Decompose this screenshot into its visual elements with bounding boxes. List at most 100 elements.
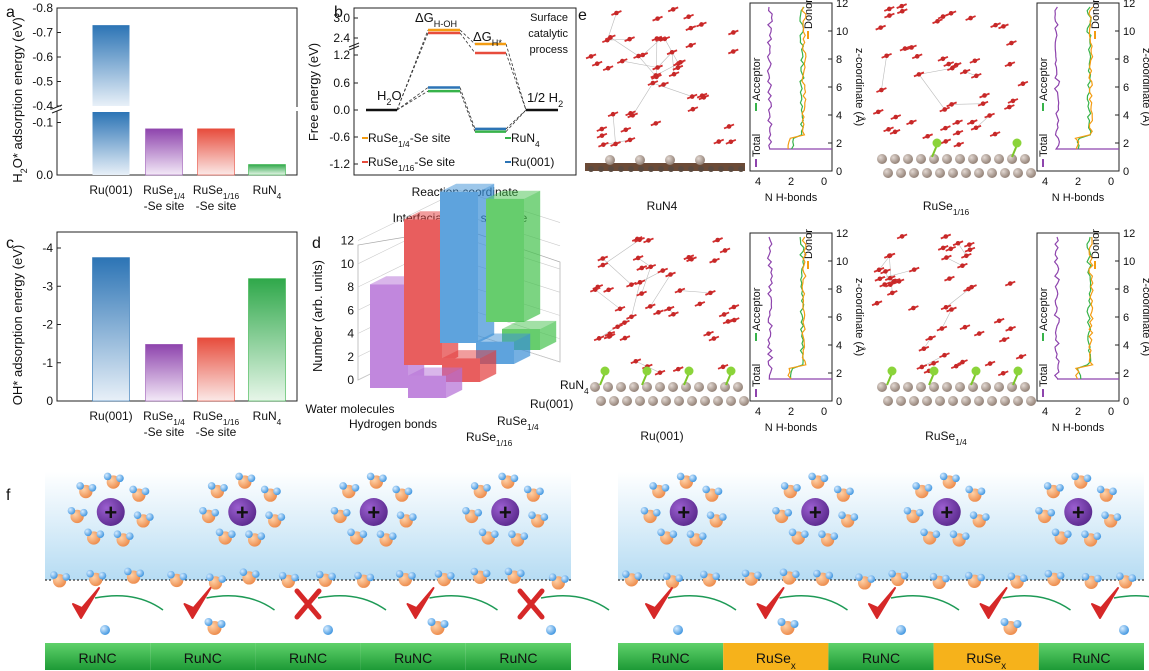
water-hydrogen <box>434 570 443 578</box>
ru-atom <box>916 382 926 392</box>
structure-label: RuSe1/4 <box>925 429 967 447</box>
water-hydrogen <box>1096 485 1105 494</box>
oxygen-atom <box>614 10 619 16</box>
water-hydrogen <box>523 485 532 494</box>
y-tick-label: 2 <box>347 350 354 364</box>
electrolyte <box>45 472 571 580</box>
ru-atom <box>1020 154 1030 164</box>
bar-side <box>480 350 497 382</box>
y-tick-label: 8 <box>1123 284 1129 296</box>
cation-symbol: + <box>236 500 249 525</box>
label-part: RuSe <box>925 429 955 443</box>
carbon-atom <box>658 166 664 172</box>
hbond-profile: 4 2 00 2 4 6 8 10 12 N H-bonds z-coordinate (Å) Tot… <box>749 0 866 204</box>
label-part: 1/16 <box>398 163 415 173</box>
water-hydrogen <box>199 506 207 515</box>
x-axis-label: N H-bonds <box>1052 192 1105 204</box>
water-hydrogen <box>79 508 88 517</box>
x-axis-label: N H-bonds <box>765 422 818 434</box>
legend-label: Donor <box>1090 229 1102 259</box>
oxygen-atom <box>637 237 642 243</box>
water-hydrogen <box>215 528 224 537</box>
row-label: Water molecules <box>306 402 395 416</box>
ru-atom <box>987 168 997 178</box>
water-hydrogen <box>649 482 657 490</box>
label-part: RuN <box>253 183 277 197</box>
bar-top <box>440 183 495 192</box>
oxygen-atom <box>658 36 663 42</box>
y-tick-label: 0 <box>46 394 53 408</box>
water-hydrogen <box>833 485 842 494</box>
water-hydrogen <box>351 483 360 492</box>
oxygen-atom <box>686 14 691 20</box>
x-tick-label: 2 <box>1075 406 1081 418</box>
oxygen-atom <box>689 94 695 99</box>
label-surface: catalytic <box>528 28 568 40</box>
water-hydrogen <box>427 618 436 626</box>
electrode-segment <box>255 643 361 670</box>
oxygen-atom <box>715 237 720 243</box>
ru-atom <box>720 382 730 392</box>
label-part: RuSe <box>466 430 496 444</box>
water-hydrogen <box>354 571 362 580</box>
oxygen-atom <box>619 58 625 64</box>
transfer-arrow <box>317 595 387 611</box>
ru-atom <box>1020 382 1030 392</box>
oxygen-atom <box>627 36 632 42</box>
water-hydrogen <box>855 573 863 581</box>
x-tick-label: 0 <box>821 176 827 188</box>
cation-symbol: + <box>1072 500 1085 525</box>
cation <box>228 498 257 526</box>
check-icon <box>406 587 435 619</box>
oxygen-atom <box>969 284 974 290</box>
water-hydrogen <box>1013 620 1022 628</box>
bar-shine <box>408 375 446 398</box>
legend-label: Acceptor <box>751 57 763 101</box>
oxygen-atom <box>689 256 694 262</box>
ru-atom <box>609 396 619 406</box>
md-snapshot <box>872 3 1036 178</box>
label-part: RuNC <box>79 650 117 666</box>
y-tick-label: 0.0 <box>333 103 350 117</box>
label-part: 1/4 <box>398 139 410 149</box>
label-part: Ru(001) <box>530 397 573 411</box>
oxygen-atom <box>940 14 946 19</box>
hydrogen-bond <box>957 243 967 256</box>
water-hydrogen <box>669 530 678 538</box>
oxygen-atom <box>992 131 998 137</box>
water-hydrogen <box>548 573 557 581</box>
y-tick-label: 10 <box>1123 256 1135 268</box>
y-tick-label: 8 <box>1123 54 1129 66</box>
oxygen-atom <box>675 65 681 71</box>
electrode-segment <box>618 643 724 670</box>
oxygen-atom <box>987 113 992 118</box>
water-hydrogen <box>342 508 351 517</box>
water-hydrogen <box>146 513 154 521</box>
oxygen-atom <box>699 93 705 98</box>
y-axis-label: z-coordinate (Å) <box>1140 48 1149 126</box>
hydrogen-bond <box>622 60 658 68</box>
oxygen-atom <box>925 133 930 139</box>
oxygen-atom <box>955 120 960 125</box>
water-hydrogen <box>657 528 665 537</box>
transfer-arrow <box>890 595 960 611</box>
label-part: RuNC <box>862 650 900 666</box>
oxygen-atom <box>947 276 952 281</box>
water-hydrogen <box>96 530 105 538</box>
oxygen-atom <box>967 247 973 253</box>
carbon-atom <box>688 166 694 172</box>
ru-atom <box>903 154 913 164</box>
oxygen-atom <box>919 364 925 370</box>
oxygen-atom <box>928 335 933 341</box>
water-hydrogen <box>867 575 876 583</box>
y-tick-label: 4 <box>836 340 842 352</box>
column-label: RuSe1/16 <box>466 430 513 448</box>
hydrogen-bond <box>610 37 639 57</box>
water-hydrogen <box>714 487 723 496</box>
oxygen-atom <box>615 324 620 330</box>
x-tick-label: RuN4 <box>253 409 282 427</box>
label-part: 1/4 <box>527 422 539 432</box>
water-hydrogen <box>76 482 84 490</box>
water-hydrogen <box>125 532 134 540</box>
water-hydrogen <box>686 530 695 539</box>
